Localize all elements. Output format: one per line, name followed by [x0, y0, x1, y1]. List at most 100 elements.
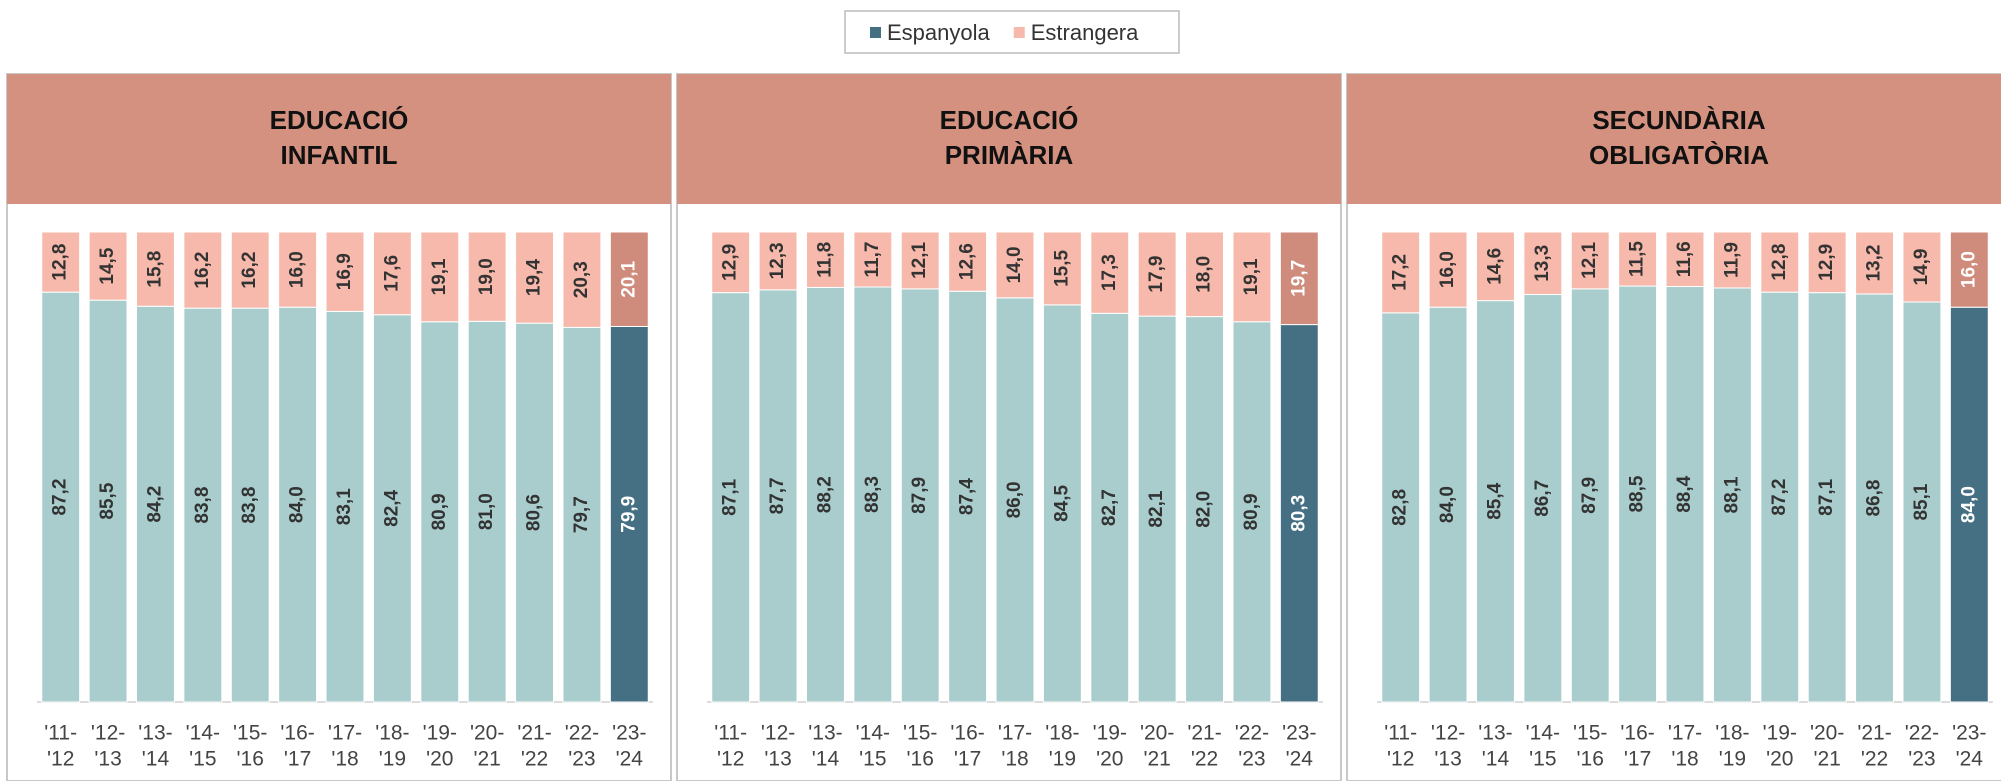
bar-segment: [1381, 312, 1421, 703]
bar-segment: [1476, 300, 1515, 703]
x-tick-label: '22: [1861, 748, 1888, 771]
x-tick-label: '17-: [998, 722, 1032, 745]
x-tick-label: '13-: [808, 722, 842, 745]
x-tick-label: '11-: [1384, 722, 1417, 745]
bar-segment: [609, 231, 649, 327]
x-tick-label: '16-: [280, 722, 314, 745]
bar-segment: [88, 299, 128, 703]
bar-segment: [758, 231, 798, 291]
value-label: 88,4: [1674, 475, 1695, 512]
value-label: 16,2: [192, 252, 213, 289]
bar-segment: [1807, 231, 1847, 294]
bar-segment: [1807, 292, 1847, 703]
value-label: 87,7: [767, 477, 788, 514]
x-tick-label: '23-: [1282, 722, 1316, 745]
value-label: 85,4: [1484, 482, 1505, 519]
value-label: 82,1: [1146, 490, 1167, 527]
bar-segment: [562, 326, 602, 703]
value-label: 11,9: [1721, 242, 1742, 278]
value-label: 88,1: [1721, 476, 1742, 513]
bar-segment: [1902, 231, 1942, 303]
value-label: 82,8: [1390, 489, 1411, 526]
x-tick-label: '13-: [138, 722, 172, 745]
value-label: 11,7: [862, 242, 883, 278]
x-tick-label: '18-: [1045, 722, 1079, 745]
value-label: 87,9: [909, 477, 930, 514]
x-tick-label: '12-: [761, 722, 795, 745]
value-label: 84,2: [144, 486, 165, 523]
x-tick-label: '12-: [1431, 722, 1465, 745]
x-tick-label: '14-: [1526, 722, 1560, 745]
bar-segment: [1137, 231, 1177, 317]
bar-segment: [1760, 231, 1800, 293]
x-tick-label: '22-: [565, 722, 599, 745]
bar-segment: [711, 231, 751, 294]
bar-segment: [325, 231, 365, 312]
bar-segment: [183, 307, 223, 703]
bar-segment: [1428, 306, 1468, 703]
panel-header: [7, 74, 671, 204]
x-tick-label: '21-: [1187, 722, 1221, 745]
bar-segment: [515, 231, 554, 324]
value-label: 86,0: [1004, 481, 1025, 518]
bar-segment: [1618, 285, 1658, 703]
value-label: 86,8: [1864, 480, 1885, 517]
value-label: 80,9: [429, 493, 450, 530]
bar-segment: [1855, 231, 1894, 295]
x-tick-label: '18-: [375, 722, 409, 745]
value-label: 87,9: [1579, 477, 1600, 514]
bar-segment: [1712, 231, 1752, 289]
value-label: 83,1: [334, 488, 355, 525]
bar-segment: [995, 231, 1035, 299]
x-tick-label: '22: [521, 748, 548, 771]
bar-segment: [1760, 291, 1800, 703]
value-label: 19,7: [1288, 260, 1309, 297]
value-label: 16,0: [287, 251, 308, 288]
value-label: 80,6: [524, 494, 545, 531]
x-tick-label: '14-: [186, 722, 220, 745]
value-label: 11,6: [1674, 241, 1695, 277]
panel-header: [1347, 74, 2001, 204]
legend-swatch: [870, 27, 881, 38]
x-tick-label: '19: [1719, 748, 1746, 771]
bar-segment: [467, 320, 507, 703]
x-tick-label: '19: [1049, 748, 1076, 771]
value-label: 87,2: [1769, 479, 1790, 516]
x-tick-label: '18: [331, 748, 358, 771]
value-label: 14,9: [1911, 249, 1932, 286]
bar-segment: [1279, 324, 1319, 703]
x-tick-label: '16: [1577, 748, 1604, 771]
x-tick-label: '11-: [44, 722, 77, 745]
x-tick-label: '16-: [950, 722, 984, 745]
panel-title: PRIMÀRIA: [945, 140, 1074, 170]
value-label: 17,3: [1099, 254, 1120, 291]
bar-segment: [948, 231, 988, 292]
x-tick-label: '19: [379, 748, 406, 771]
bar-segment: [420, 231, 460, 323]
panel-title: OBLIGATÒRIA: [1589, 140, 1769, 170]
x-tick-label: '20: [426, 748, 453, 771]
bar-segment: [88, 231, 128, 301]
x-tick-label: '14: [812, 748, 840, 771]
value-label: 12,1: [909, 242, 930, 279]
x-tick-label: '17: [954, 748, 981, 771]
x-tick-label: '12: [717, 748, 744, 771]
x-tick-label: '17: [1624, 748, 1651, 771]
x-tick-label: '20: [1096, 748, 1123, 771]
value-label: 14,5: [97, 247, 118, 284]
value-label: 13,2: [1864, 245, 1885, 282]
x-tick-label: '13: [1434, 748, 1461, 771]
bar-segment: [1476, 231, 1515, 302]
value-label: 82,4: [381, 489, 402, 526]
value-label: 80,9: [1241, 493, 1262, 530]
bar-segment: [1570, 288, 1610, 703]
value-label: 88,2: [814, 476, 835, 513]
value-label: 12,6: [957, 243, 978, 280]
value-label: 14,6: [1484, 248, 1505, 285]
panel-header: [677, 74, 1341, 204]
legend-label: Estrangera: [1031, 20, 1139, 45]
panel-title: INFANTIL: [281, 140, 398, 170]
x-tick-label: '17: [284, 748, 311, 771]
x-tick-label: '14: [1482, 748, 1510, 771]
